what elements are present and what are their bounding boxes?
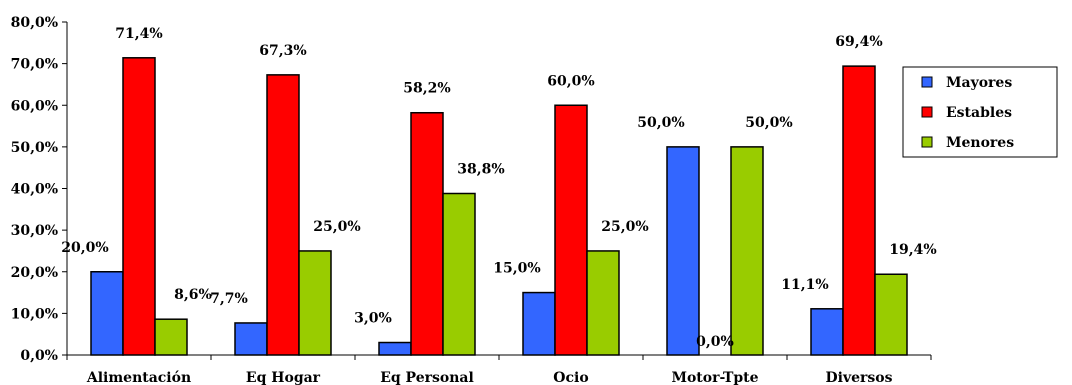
bar-estables [554, 104, 588, 356]
y-tick-label: 40,0% [11, 182, 58, 198]
bar-menores [874, 273, 908, 356]
bars [90, 57, 908, 356]
legend-label-mayores: Mayores [946, 75, 1012, 91]
data-label: 8,6% [174, 287, 212, 303]
data-label: 71,4% [115, 26, 162, 42]
legend-label-menores: Menores [946, 135, 1014, 151]
category-label: Alimentación [86, 370, 191, 385]
data-label: 25,0% [601, 219, 648, 235]
category-label: Diversos [826, 370, 893, 385]
data-label: 58,2% [403, 81, 450, 97]
data-labels: 20,0% 71,4% 8,6%7,7% 67,3% 25,0% 3,0% 58,2% 38,… [61, 26, 936, 350]
bar-menores [298, 250, 332, 356]
category-label: Ocio [553, 370, 588, 385]
bar-mayores [810, 308, 844, 356]
data-label: 11,1% [781, 277, 828, 293]
bar-mayores [522, 291, 556, 356]
bar-menores [730, 146, 764, 356]
data-label: 50,0% [637, 115, 684, 131]
legend-swatch-estables [921, 106, 933, 118]
y-tick-label: 60,0% [11, 98, 58, 114]
category-label: Motor-Tpte [671, 370, 758, 385]
data-label: 0,0% [696, 334, 734, 350]
x-axis [66, 354, 932, 360]
data-label: 50,0% [745, 115, 792, 131]
bar-menores [586, 250, 620, 356]
bar-estables [122, 57, 156, 356]
legend-label-estables: Estables [946, 105, 1012, 121]
bar-menores [442, 192, 476, 356]
data-label: 67,3% [259, 43, 306, 59]
bar-estables [410, 111, 444, 356]
y-tick-label: 0,0% [20, 348, 58, 364]
y-tick-label: 10,0% [11, 306, 58, 322]
legend: Mayores Estables Menores [902, 66, 1058, 158]
y-tick-label: 20,0% [11, 265, 58, 281]
y-tick-label: 70,0% [11, 57, 58, 73]
bar-menores [154, 318, 188, 356]
y-tick-label: 50,0% [11, 140, 58, 156]
data-label: 25,0% [313, 219, 360, 235]
bar-mayores [234, 322, 268, 356]
y-axis: 0,0% 10,0% 20,0% 30,0% 40,0% 50,0% 60,0% 70,0% 8… [11, 15, 68, 364]
data-label: 15,0% [493, 261, 540, 277]
bar-mayores [378, 341, 412, 356]
data-label: 20,0% [61, 240, 108, 256]
data-label: 3,0% [354, 311, 392, 327]
y-tick-label: 30,0% [11, 223, 58, 239]
bar-mayores [90, 271, 124, 356]
legend-swatch-mayores [921, 76, 933, 88]
category-label: Eq Personal [380, 370, 474, 385]
y-tick-label: 80,0% [11, 15, 58, 31]
data-label: 7,7% [210, 291, 248, 307]
bar-estables [266, 74, 300, 356]
bar-estables [842, 65, 876, 356]
data-label: 60,0% [547, 73, 594, 89]
category-labels: Alimentación Eq Hogar Eq Personal Ocio Motor… [86, 370, 893, 385]
bar-mayores [666, 146, 700, 356]
data-label: 38,8% [457, 161, 504, 177]
legend-swatch-menores [921, 136, 933, 148]
data-label: 19,4% [889, 242, 936, 258]
data-label: 69,4% [835, 34, 882, 50]
category-label: Eq Hogar [246, 370, 321, 385]
